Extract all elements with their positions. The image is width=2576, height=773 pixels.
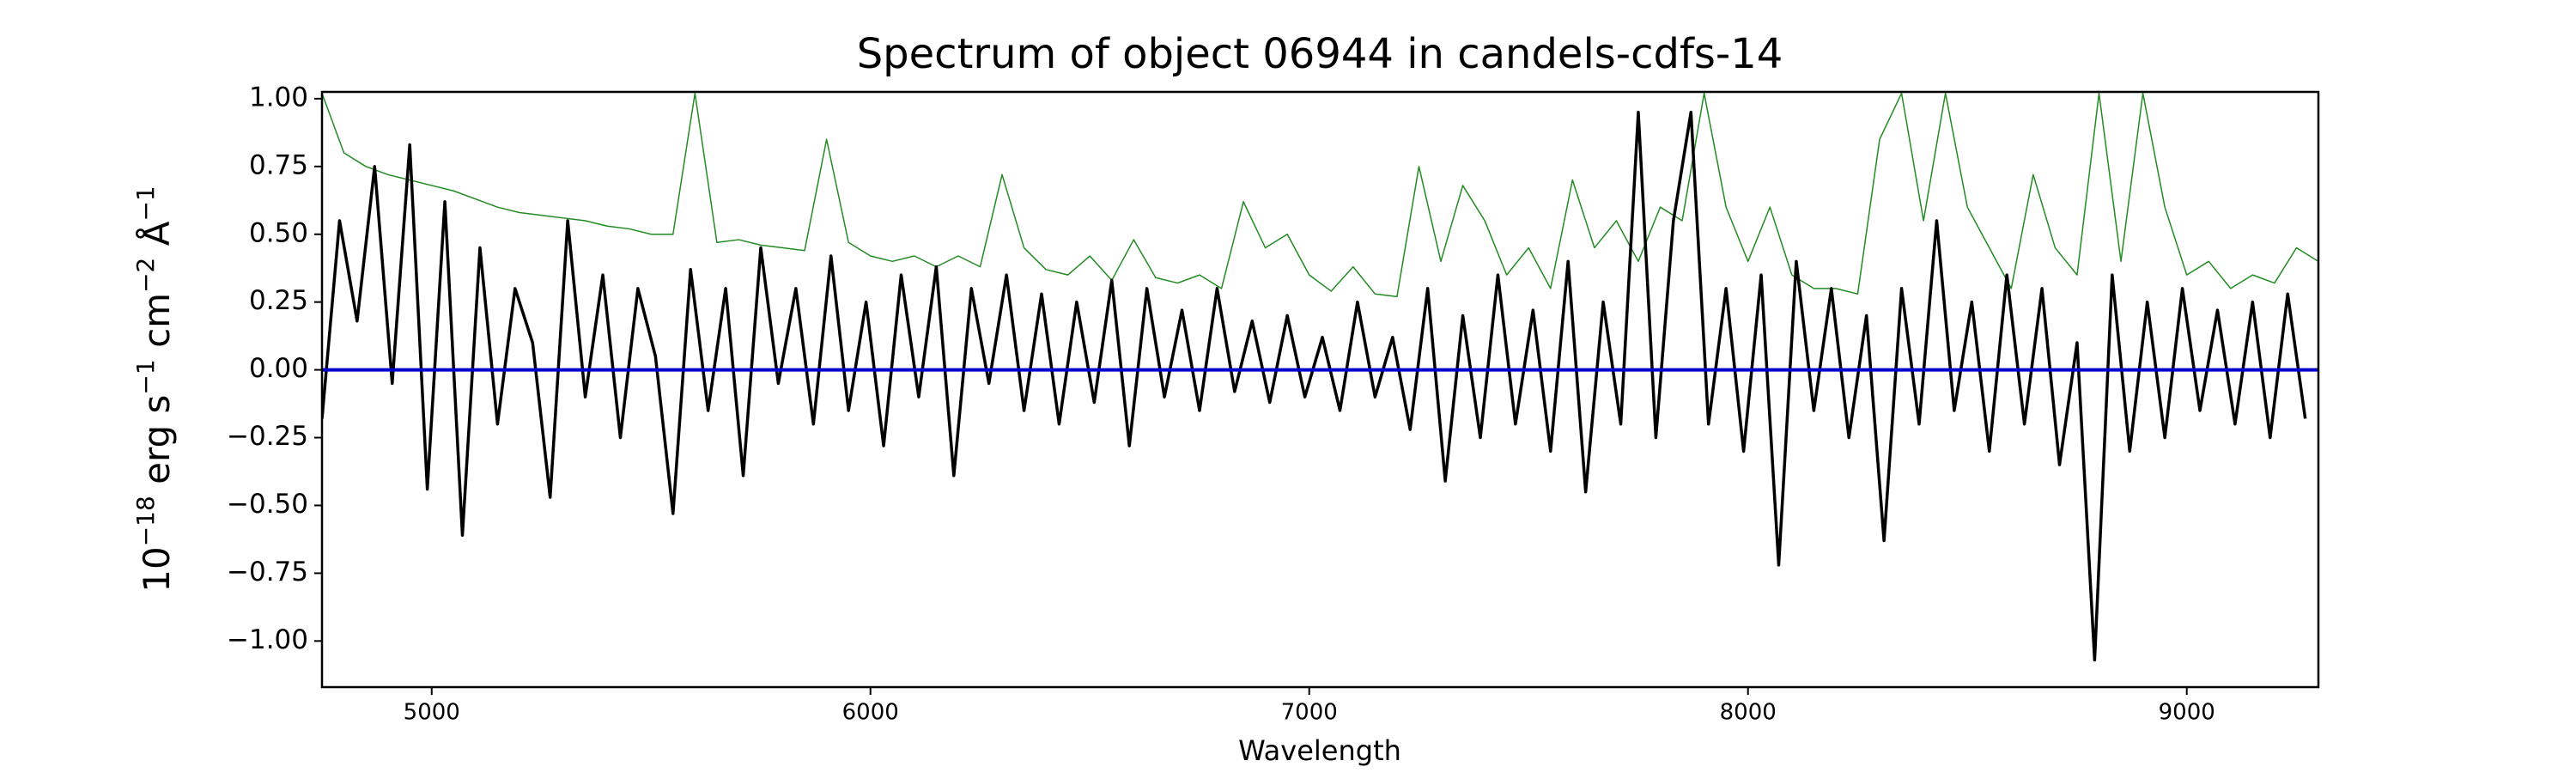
y-tick-label: −0.50 — [227, 489, 308, 520]
y-tick-label: −0.25 — [227, 421, 308, 452]
y-tick-label: −1.00 — [227, 624, 308, 655]
x-tick-label: 8000 — [1720, 700, 1777, 726]
y-tick-label: 0.00 — [249, 353, 308, 384]
y-axis-label: 10−18 erg s−1 cm−2 Å−1 — [131, 186, 178, 592]
y-label-exponent: −1 — [131, 359, 160, 394]
y-tick-label: 0.75 — [249, 149, 308, 180]
y-label-part: cm — [136, 293, 178, 359]
y-label-exponent: −2 — [131, 258, 160, 293]
x-tick-label: 6000 — [842, 700, 899, 726]
y-label-part: Å — [135, 221, 178, 257]
y-tick-label: −0.75 — [227, 557, 308, 587]
x-tick-label: 7000 — [1281, 700, 1338, 726]
spectrum-line — [322, 110, 2307, 662]
y-label-part: erg s — [136, 395, 178, 496]
x-axis-label: Wavelength — [1238, 734, 1401, 767]
y-label-part: 10 — [136, 546, 178, 592]
plot-area — [322, 92, 2318, 662]
y-tick-label: 1.00 — [249, 82, 308, 113]
y-label-exponent: −18 — [131, 496, 160, 546]
x-tick-label: 5000 — [404, 700, 460, 726]
chart-title: Spectrum of object 06944 in candels-cdfs… — [857, 30, 1783, 78]
plot-frame — [320, 90, 2320, 689]
x-tick-label: 9000 — [2159, 700, 2215, 726]
y-label-exponent: −1 — [131, 186, 160, 221]
spectrum-line — [322, 92, 2318, 298]
y-tick-label: 0.25 — [249, 285, 308, 316]
y-tick-label: 0.50 — [249, 217, 308, 248]
